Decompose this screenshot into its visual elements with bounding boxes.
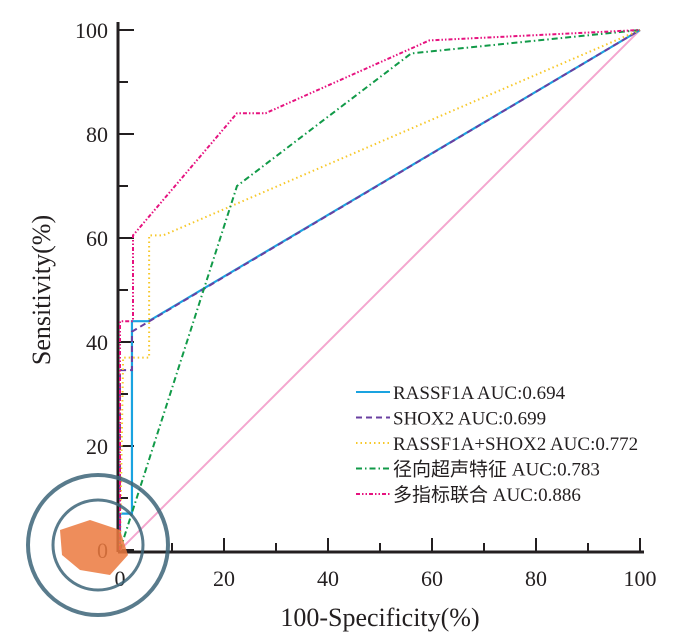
- watermark-logo: [26, 473, 170, 617]
- y-tick-label: 80: [86, 122, 108, 147]
- x-tick-label: 40: [317, 566, 339, 591]
- legend-label-1: SHOX2 AUC:0.699: [393, 409, 546, 430]
- legend-label-4: 多指标联合 AUC:0.886: [393, 484, 581, 506]
- series-line-4: [119, 29, 641, 550]
- legend-label-3: 径向超声特征 AUC:0.783: [393, 459, 600, 481]
- y-axis-label: Sensitivity(%): [27, 215, 56, 365]
- x-tick-label: 60: [421, 566, 443, 591]
- x-tick-label: 80: [525, 566, 547, 591]
- series-line-3: [119, 29, 641, 551]
- y-tick-label: 60: [86, 226, 108, 251]
- reference-diagonal-line: [119, 29, 641, 551]
- legend-label-0: RASSF1A AUC:0.694: [393, 383, 566, 404]
- x-tick-label: 20: [213, 566, 235, 591]
- y-tick-label: 20: [86, 434, 108, 459]
- y-tick-label: 100: [75, 18, 108, 43]
- y-tick-label: 40: [86, 330, 108, 355]
- series-line-1: [119, 29, 641, 550]
- x-tick-label: 100: [624, 566, 657, 591]
- legend-label-2: RASSF1A+SHOX2 AUC:0.772: [393, 434, 638, 455]
- x-tick-label: 0: [115, 566, 126, 591]
- series-line-2: [119, 29, 641, 551]
- x-axis-label: 100-Specificity(%): [280, 603, 479, 632]
